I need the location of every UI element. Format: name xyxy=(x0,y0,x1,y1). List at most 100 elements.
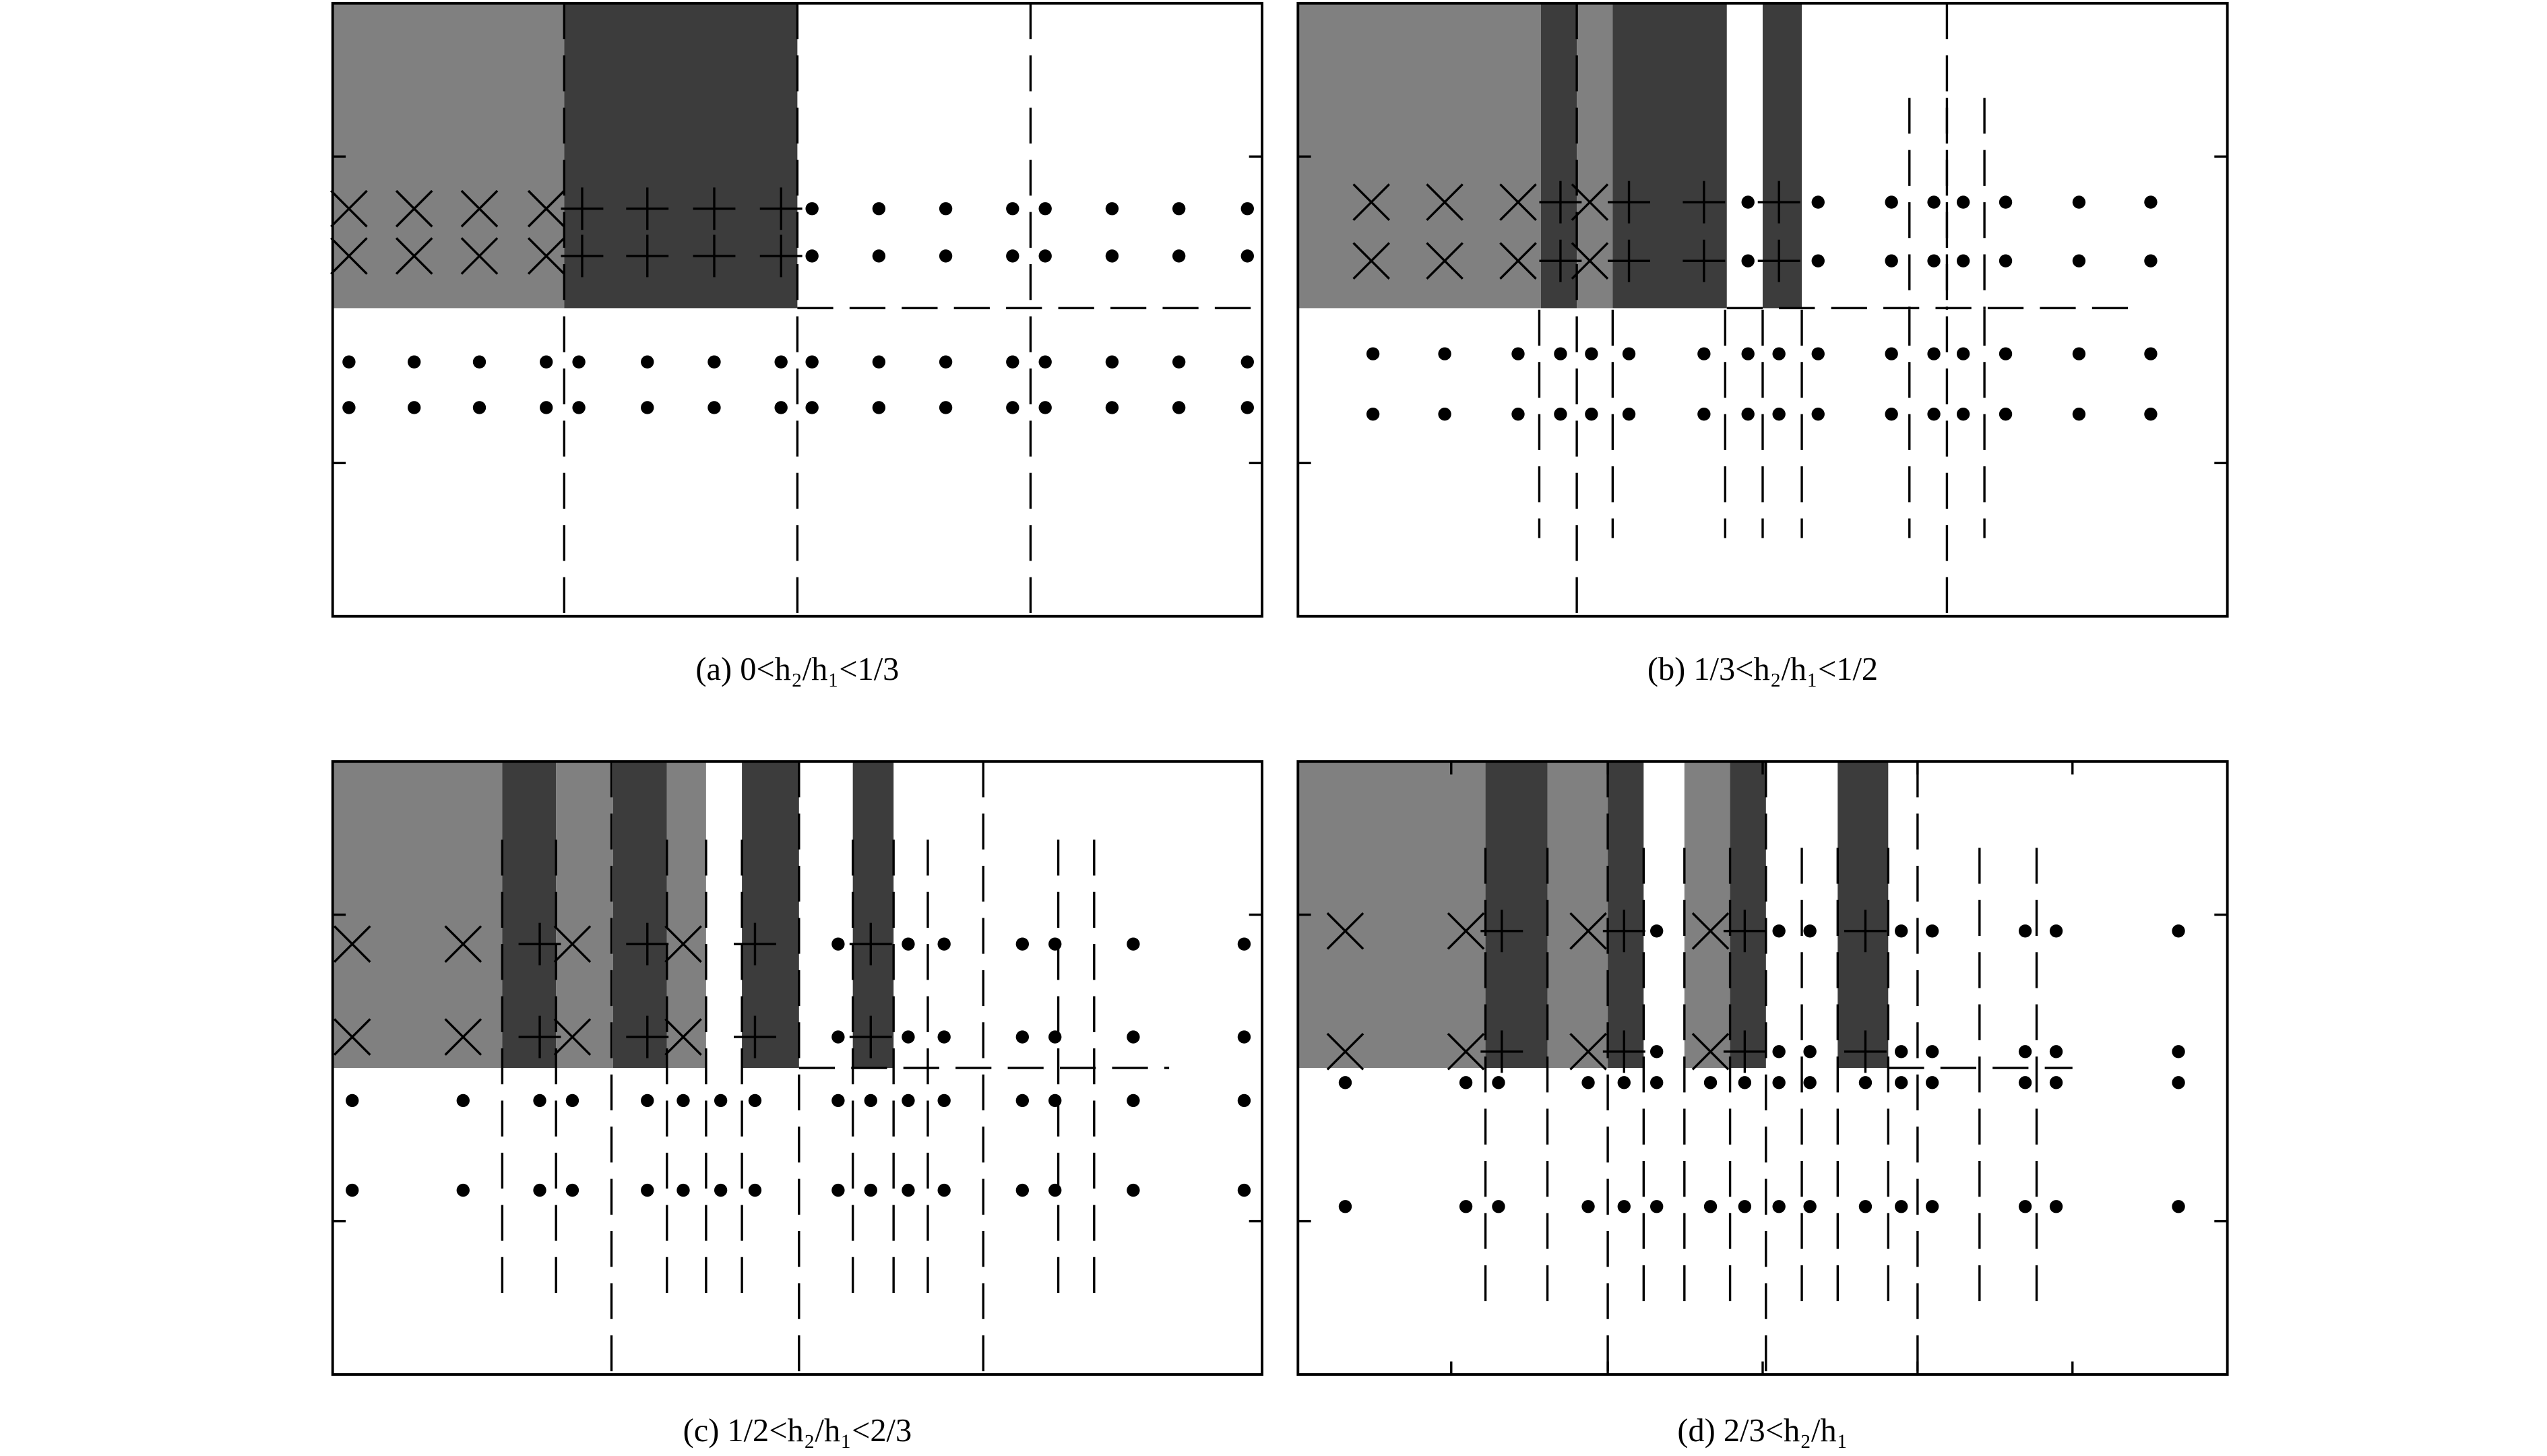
dot-marker xyxy=(939,355,953,369)
dot-marker xyxy=(1006,355,1019,369)
dot-marker xyxy=(1105,401,1119,414)
dot-marker xyxy=(708,401,721,414)
dot-marker xyxy=(1622,407,1636,421)
dot-marker xyxy=(641,1094,654,1108)
dot-marker xyxy=(2072,347,2086,360)
dot-marker xyxy=(1927,195,1941,209)
dot-marker xyxy=(1703,1200,1718,1213)
dot-marker xyxy=(1703,1076,1718,1089)
cross-marker xyxy=(553,1018,592,1056)
dot-marker xyxy=(1885,254,1898,267)
dot-marker xyxy=(2144,195,2158,209)
shaded-region xyxy=(1298,3,1541,309)
cross-marker xyxy=(527,237,565,275)
dot-marker xyxy=(831,1094,845,1108)
dot-marker xyxy=(1172,401,1186,414)
dot-marker xyxy=(1240,249,1254,263)
cross-marker xyxy=(1499,183,1537,221)
dot-marker xyxy=(872,202,886,216)
cross-marker xyxy=(1426,242,1464,280)
dot-marker xyxy=(748,1094,762,1108)
shaded-region xyxy=(1730,761,1766,1069)
dot-marker xyxy=(872,401,886,414)
dot-marker xyxy=(1127,1094,1140,1108)
dot-marker xyxy=(1772,1076,1786,1089)
dot-marker xyxy=(2172,1200,2185,1213)
dot-marker xyxy=(1999,195,2013,209)
dot-marker xyxy=(1511,407,1525,421)
dot-marker xyxy=(1172,202,1186,216)
dot-marker xyxy=(472,401,486,414)
dot-marker xyxy=(2172,1045,2185,1058)
dot-marker xyxy=(2018,1200,2032,1213)
dot-marker xyxy=(1925,924,1939,938)
dot-marker xyxy=(1105,355,1119,369)
dot-marker xyxy=(1006,202,1019,216)
dot-marker xyxy=(1038,202,1052,216)
dot-marker xyxy=(1956,407,1970,421)
dot-marker xyxy=(1885,407,1898,421)
dot-marker xyxy=(1237,1030,1251,1044)
dot-marker xyxy=(1741,407,1755,421)
shaded-region xyxy=(1612,3,1727,309)
dot-marker xyxy=(1492,1200,1505,1213)
dot-marker xyxy=(1237,1094,1251,1108)
dot-marker xyxy=(1459,1076,1473,1089)
dot-marker xyxy=(937,1030,951,1044)
dot-marker xyxy=(902,937,915,951)
dot-marker xyxy=(342,401,356,414)
dot-marker xyxy=(1172,355,1186,369)
dot-marker xyxy=(1554,407,1567,421)
dot-marker xyxy=(1925,1045,1939,1058)
dot-marker xyxy=(1999,254,2013,267)
dot-marker xyxy=(1617,1200,1631,1213)
dot-marker xyxy=(408,355,421,369)
dot-marker xyxy=(1858,1076,1873,1089)
dot-marker xyxy=(1006,401,1019,414)
dot-marker xyxy=(1240,401,1254,414)
dot-marker xyxy=(1803,1200,1817,1213)
dot-marker xyxy=(864,1094,877,1108)
cross-marker xyxy=(1691,1033,1730,1071)
shaded-region xyxy=(852,761,894,1069)
dot-marker xyxy=(1811,407,1825,421)
shaded-region xyxy=(564,3,798,309)
dot-marker xyxy=(1956,347,1970,360)
dot-marker xyxy=(1858,1200,1873,1213)
dot-marker xyxy=(346,1183,359,1197)
dot-marker xyxy=(533,1183,546,1197)
dot-marker xyxy=(1894,1200,1908,1213)
cross-marker xyxy=(460,237,499,275)
dot-marker xyxy=(641,355,654,369)
dot-marker xyxy=(1105,202,1119,216)
dot-marker xyxy=(1697,347,1711,360)
shaded-region xyxy=(1608,761,1644,1069)
shaded-region xyxy=(332,3,565,309)
dot-marker xyxy=(1738,1200,1752,1213)
dot-marker xyxy=(1650,1045,1664,1058)
cross-marker xyxy=(333,1018,371,1056)
dot-marker xyxy=(1585,347,1598,360)
dot-marker xyxy=(1127,1030,1140,1044)
dot-marker xyxy=(1811,347,1825,360)
dot-marker xyxy=(831,937,845,951)
dot-marker xyxy=(1772,347,1786,360)
cross-marker xyxy=(1499,242,1537,280)
dot-marker xyxy=(902,1094,915,1108)
dot-marker xyxy=(1999,407,2013,421)
dot-marker xyxy=(1038,355,1052,369)
dot-marker xyxy=(1772,1045,1786,1058)
shaded-region xyxy=(1485,761,1548,1069)
dot-marker xyxy=(2018,1076,2032,1089)
dot-marker xyxy=(1925,1076,1939,1089)
caption: (d) 2/3<h₂/h₁ xyxy=(1677,1413,1848,1449)
dot-marker xyxy=(902,1030,915,1044)
dot-marker xyxy=(2144,407,2158,421)
dot-marker xyxy=(937,1183,951,1197)
dot-marker xyxy=(1581,1076,1595,1089)
dot-marker xyxy=(565,1094,579,1108)
dot-marker xyxy=(1438,407,1451,421)
dot-marker xyxy=(1172,249,1186,263)
cross-marker xyxy=(1571,242,1609,280)
dot-marker xyxy=(572,401,586,414)
